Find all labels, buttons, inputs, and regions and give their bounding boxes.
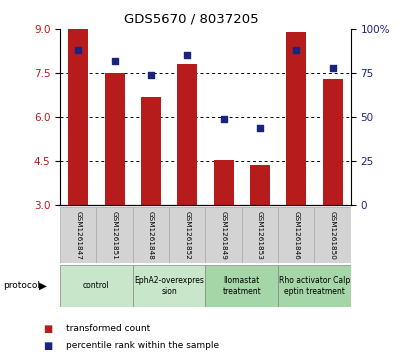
Bar [169, 207, 205, 263]
Point [111, 58, 118, 64]
Text: GSM1261848: GSM1261848 [148, 211, 154, 260]
Text: ▶: ▶ [39, 281, 47, 291]
Text: control: control [83, 281, 110, 290]
Text: Ilomastat
treatment: Ilomastat treatment [222, 276, 261, 295]
Bar [242, 207, 278, 263]
Point [220, 116, 227, 122]
Text: GSM1261846: GSM1261846 [293, 211, 299, 260]
Bar [315, 207, 351, 263]
Point [293, 47, 300, 53]
Text: GSM1261850: GSM1261850 [330, 211, 335, 260]
Bar [286, 32, 306, 205]
Bar [322, 79, 342, 205]
Point [75, 47, 82, 53]
Bar [250, 166, 270, 205]
Bar [278, 207, 315, 263]
Text: GSM1261851: GSM1261851 [112, 211, 117, 260]
Text: GDS5670 / 8037205: GDS5670 / 8037205 [124, 13, 258, 26]
Bar [141, 97, 161, 205]
Text: ■: ■ [44, 323, 53, 334]
Point [329, 65, 336, 71]
Text: percentile rank within the sample: percentile rank within the sample [66, 341, 220, 350]
Point [256, 125, 263, 131]
Bar [177, 64, 197, 205]
Bar [133, 207, 169, 263]
Bar [105, 73, 124, 205]
Text: EphA2-overexpres
sion: EphA2-overexpres sion [134, 276, 204, 295]
Bar [60, 265, 133, 307]
Text: ■: ■ [44, 340, 53, 351]
Text: GSM1261847: GSM1261847 [76, 211, 81, 260]
Text: GSM1261849: GSM1261849 [221, 211, 227, 260]
Text: protocol: protocol [3, 281, 40, 290]
Text: Rho activator Calp
eptin treatment: Rho activator Calp eptin treatment [279, 276, 350, 295]
Bar [133, 265, 205, 307]
Bar [60, 207, 96, 263]
Bar [205, 265, 278, 307]
Bar [96, 207, 133, 263]
Text: GSM1261852: GSM1261852 [184, 211, 190, 260]
Point [148, 72, 154, 78]
Bar [205, 207, 242, 263]
Text: transformed count: transformed count [66, 324, 151, 333]
Bar [214, 160, 234, 205]
Text: GSM1261853: GSM1261853 [257, 211, 263, 260]
Bar [278, 265, 351, 307]
Point [184, 53, 190, 58]
Bar [68, 29, 88, 205]
